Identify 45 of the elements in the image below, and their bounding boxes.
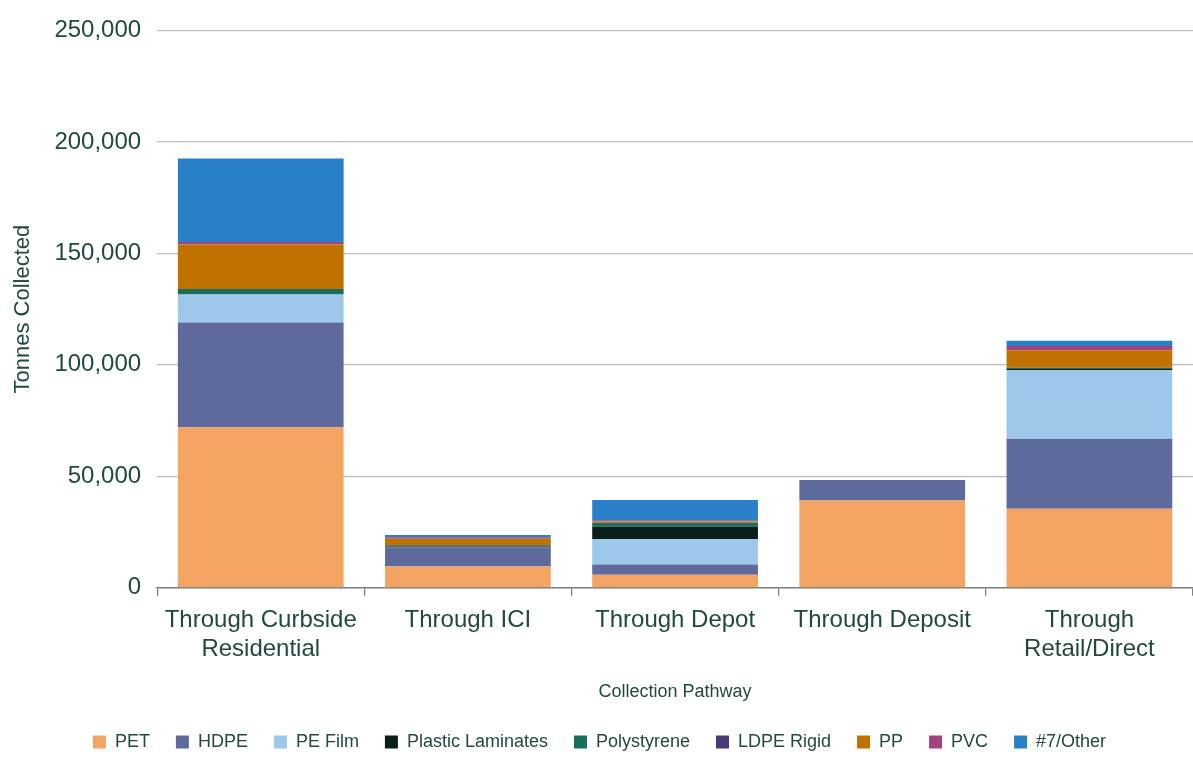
x-tick-label: Through Retail/Direct [1024, 604, 1156, 661]
y-tick-label: 250,000 [54, 15, 142, 43]
y-tick-label: 100,000 [54, 349, 142, 377]
bar [592, 564, 758, 575]
y-axis-title: Tonnes Collected [9, 224, 35, 394]
bar [592, 526, 758, 540]
bar [1006, 370, 1173, 439]
bar [177, 244, 344, 290]
x-tick-label: Through Deposit [793, 604, 972, 632]
bar [385, 538, 551, 546]
legend-label: Plastic Laminates [406, 730, 548, 751]
bar [1006, 350, 1173, 368]
bar [1006, 508, 1173, 588]
bar [177, 427, 344, 588]
legend-label: PVC [951, 730, 989, 751]
bar [592, 539, 758, 565]
bar [177, 289, 344, 295]
bar [177, 322, 344, 428]
bar [592, 522, 758, 527]
bar [385, 547, 551, 567]
bar [592, 574, 758, 588]
legend-label: HDPE [197, 730, 248, 751]
x-axis-title: Collection Pathway [598, 681, 752, 702]
x-tick-label: Through Depot [595, 604, 756, 632]
legend-label: PP [879, 730, 904, 751]
bar [799, 480, 966, 501]
x-tick-label: Through ICI [404, 604, 532, 632]
legend-label: PE Film [295, 730, 359, 751]
bar [177, 158, 344, 242]
legend-label: PET [114, 730, 150, 751]
bar [1006, 438, 1173, 509]
y-tick-label: 50,000 [67, 460, 142, 488]
legend-label: #7/Other [1036, 730, 1107, 751]
bar [385, 566, 551, 588]
y-tick-label: 0 [127, 572, 142, 600]
legend-label: LDPE Rigid [738, 730, 832, 751]
bar [1006, 340, 1173, 347]
bar [1006, 346, 1173, 351]
legend-label: Polystyrene [595, 730, 691, 751]
bar [177, 294, 344, 323]
bar [799, 500, 966, 588]
y-tick-label: 150,000 [54, 237, 142, 265]
bar [592, 499, 758, 521]
y-tick-label: 200,000 [54, 126, 142, 154]
x-tick-label: Through Curbside Residential [164, 604, 357, 661]
